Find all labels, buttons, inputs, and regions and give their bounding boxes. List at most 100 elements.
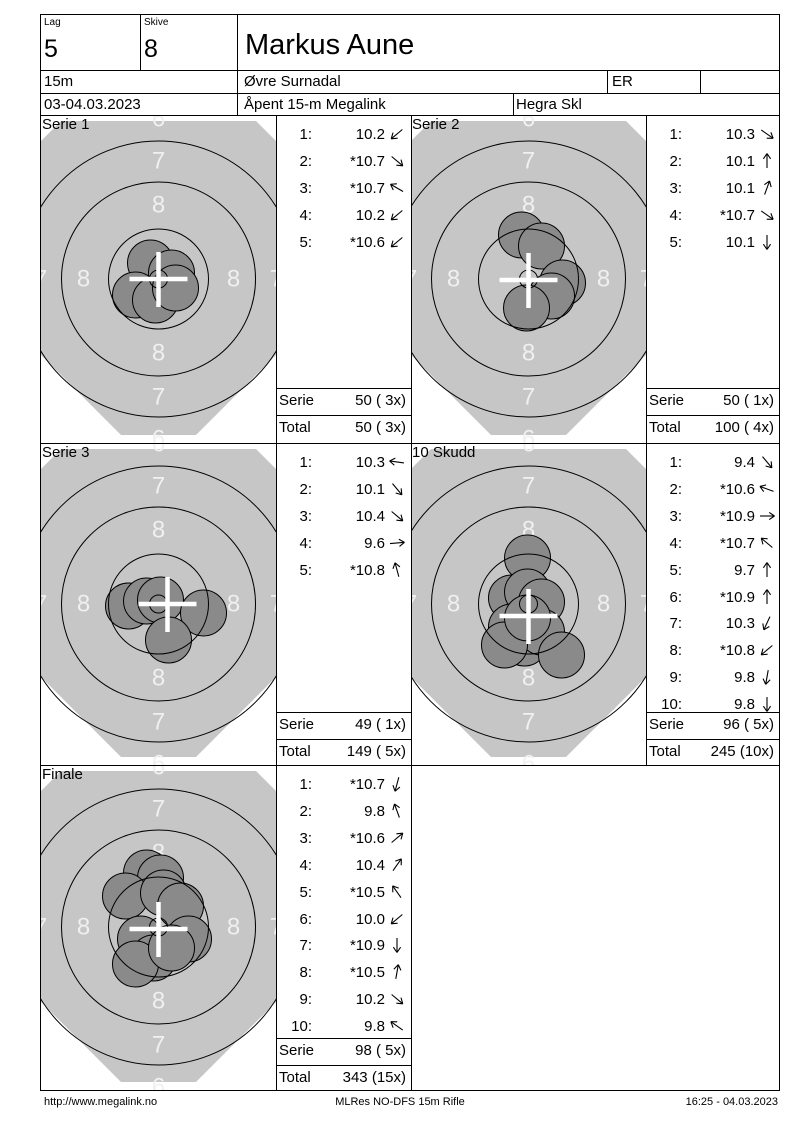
ring-circle <box>41 140 276 418</box>
table-border <box>40 115 779 116</box>
table-border <box>513 93 514 115</box>
sum-label: Total <box>649 743 681 760</box>
shot-number: 4: <box>299 856 312 874</box>
shot-direction-arrow-icon <box>392 777 401 792</box>
table-border <box>700 70 701 93</box>
footer-timestamp: 16:25 - 04.03.2023 <box>685 1096 778 1108</box>
shot-value: 9.7 <box>734 561 755 579</box>
club: Øvre Surnadal <box>244 73 341 90</box>
shot-direction-arrow-icon <box>390 129 403 140</box>
ring-number: 7 <box>522 148 535 175</box>
shot-row: 2: *10.6 <box>646 476 779 503</box>
shot-number: 1: <box>669 126 682 143</box>
ring-number: 6 <box>152 116 165 133</box>
shot-number: 9: <box>299 991 312 1009</box>
ring-number: 7 <box>152 473 165 500</box>
table-border <box>646 415 779 416</box>
ring-number: 6 <box>152 426 165 444</box>
shot-arrow <box>758 561 776 579</box>
organizer: Hegra Skl <box>516 96 582 113</box>
shot-number: 10: <box>661 696 682 714</box>
shot-direction-arrow-icon <box>390 183 404 192</box>
table-border <box>40 765 779 766</box>
shot-value: 10.1 <box>725 179 755 197</box>
sum-value: 50 ( 3x) <box>355 392 406 409</box>
shot-row: 2: 9.8 <box>276 798 411 825</box>
table-border <box>140 14 141 70</box>
ring-circle <box>61 506 256 702</box>
ring-number: 7 <box>270 591 276 618</box>
shot-direction-arrow-icon <box>762 234 772 250</box>
shot-row: 1: 9.4 <box>646 449 779 476</box>
table-border <box>646 115 647 765</box>
shot-direction-arrow-icon <box>764 180 772 195</box>
shot-arrow <box>758 588 776 606</box>
ring-number: 8 <box>227 591 240 618</box>
shot-direction-arrow-icon <box>760 537 773 548</box>
shot-arrow <box>758 179 776 197</box>
shot-row: 1: 10.3 <box>646 121 779 148</box>
shot-row: 5: 10.1 <box>646 229 779 256</box>
ring-number: 6 <box>522 444 535 458</box>
sum-label: Serie <box>279 716 315 733</box>
shot-direction-arrow-icon <box>762 456 773 469</box>
shot-value: *10.6 <box>349 829 385 847</box>
ring-number: 7 <box>41 266 47 293</box>
shot-row: 1: 10.2 <box>276 121 411 148</box>
shot-direction-arrow-icon <box>762 616 771 631</box>
shot-row: 4: 10.4 <box>276 852 411 879</box>
table-border <box>276 1065 411 1066</box>
shot-row: 6: *10.9 <box>646 584 779 611</box>
shot-direction-arrow-icon <box>391 832 404 843</box>
sum-label: Total <box>279 1069 311 1086</box>
shot-direction-arrow-icon <box>389 538 405 547</box>
shot-direction-arrow-icon <box>393 964 402 980</box>
serie-row: Serie 50 ( 3x) <box>276 388 411 412</box>
shot-row: 3: 10.1 <box>646 175 779 202</box>
shot-number: 1: <box>669 454 682 471</box>
ring-number: 6 <box>152 751 165 766</box>
sum-value: 343 (15x) <box>342 1069 406 1086</box>
ring-number: 7 <box>522 709 535 736</box>
ring-circle <box>431 506 626 702</box>
shot-row: 2: *10.7 <box>276 148 411 175</box>
table-border <box>276 739 411 740</box>
shot-number: 6: <box>669 588 682 606</box>
ring-circle <box>41 788 276 1066</box>
ring-number: 8 <box>227 266 240 293</box>
shot-arrow <box>388 910 406 928</box>
skive-label: Skive <box>144 17 169 28</box>
panel-title-10-skudd: 10 Skudd <box>412 444 476 461</box>
shot-arrow <box>758 125 776 143</box>
shot-value: *10.7 <box>719 206 755 224</box>
sum-label: Total <box>649 419 681 436</box>
total-row: Total 245 (10x) <box>646 739 779 763</box>
ring-number: 8 <box>77 591 90 618</box>
sum-label: Total <box>279 743 311 760</box>
table-border <box>646 712 779 713</box>
table-border <box>40 443 779 444</box>
ring-number: 8 <box>597 591 610 618</box>
ring-circle <box>41 465 276 743</box>
ring-number: 7 <box>152 709 165 736</box>
shot-value: 10.1 <box>725 152 755 170</box>
shot-value: *10.7 <box>719 534 755 552</box>
shot-number: 10: <box>291 1018 312 1036</box>
shot-direction-arrow-icon <box>762 153 772 168</box>
shot-arrow <box>758 152 776 170</box>
shot-number: 3: <box>669 179 682 197</box>
shot-direction-arrow-icon <box>391 510 404 522</box>
shot-value: 9.8 <box>364 802 385 820</box>
ring-circle <box>61 829 256 1025</box>
shot-direction-arrow-icon <box>760 129 774 139</box>
shot-number: 2: <box>299 152 312 170</box>
shot-arrow <box>388 179 406 197</box>
ring-number: 8 <box>522 192 535 219</box>
shot-direction-arrow-icon <box>391 994 404 1005</box>
shot-value: *10.5 <box>349 964 385 982</box>
shot-direction-arrow-icon <box>762 588 772 604</box>
shot-value: 10.1 <box>355 480 385 498</box>
shot-value: 10.4 <box>355 507 385 525</box>
ring-circle <box>411 465 646 743</box>
shot-value: 9.4 <box>734 454 755 471</box>
